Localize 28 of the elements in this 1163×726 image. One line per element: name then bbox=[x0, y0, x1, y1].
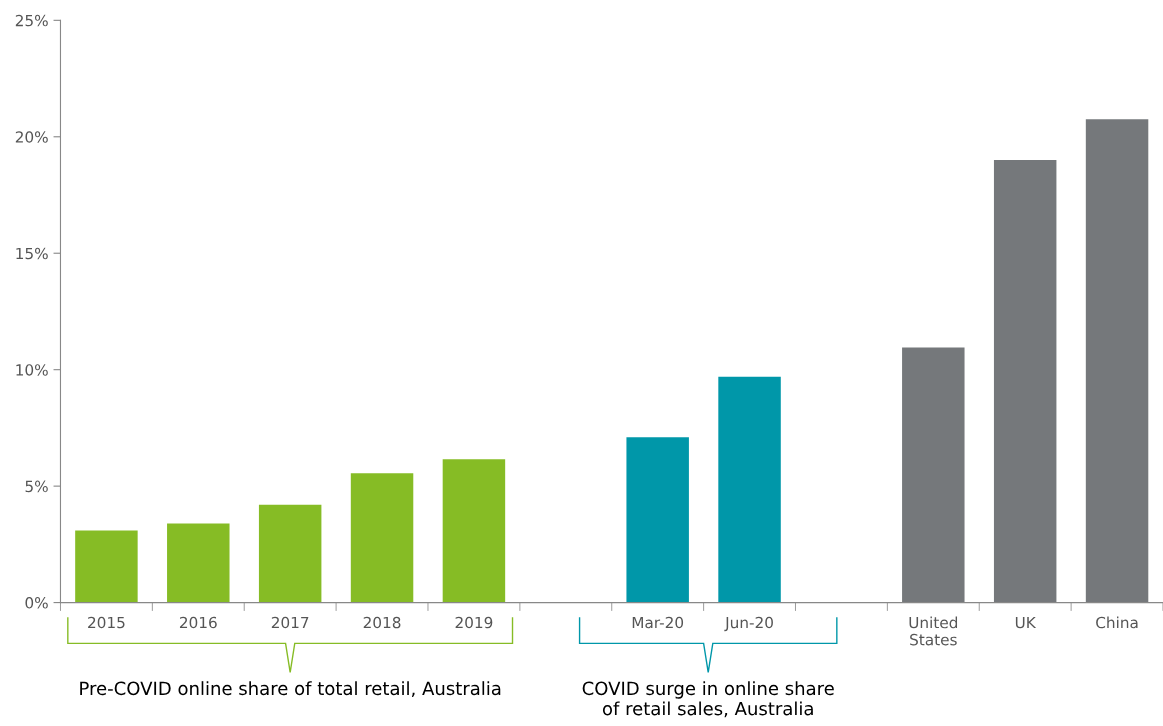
x-tick-label: 2019 bbox=[455, 616, 493, 629]
x-tick-label: United States bbox=[909, 616, 958, 646]
bar bbox=[902, 347, 965, 603]
x-tick-label: 2015 bbox=[88, 616, 125, 629]
y-tick-label: 20% bbox=[15, 131, 48, 143]
x-tick-label: Jun-20 bbox=[724, 616, 773, 632]
bar bbox=[1085, 119, 1149, 603]
bar bbox=[626, 437, 689, 603]
bar bbox=[718, 376, 781, 603]
x-tick-label: 2016 bbox=[179, 616, 217, 629]
text: Pre-COVID online share of total retail, Australia bbox=[80, 681, 501, 697]
bar bbox=[350, 473, 414, 603]
x-tick-label: 2018 bbox=[363, 616, 401, 629]
y-tick-label: 15% bbox=[16, 247, 48, 260]
x-tick-label: UK bbox=[1015, 616, 1037, 629]
y-tick-label: 10% bbox=[16, 364, 48, 376]
x-tick-label: 2017 bbox=[271, 616, 309, 629]
x-tick-label: China bbox=[1096, 616, 1138, 629]
text: COVID surge in online share of retail sales, Australia bbox=[582, 681, 834, 718]
bar bbox=[258, 504, 322, 603]
x-tick-label: Mar-20 bbox=[632, 616, 684, 629]
y-tick-label: 0% bbox=[25, 597, 48, 609]
bar bbox=[75, 530, 138, 603]
bar bbox=[167, 523, 230, 603]
y-tick-label: 25% bbox=[15, 14, 48, 27]
y-tick-label: 5% bbox=[25, 480, 48, 493]
bar bbox=[442, 459, 506, 603]
bar bbox=[993, 160, 1057, 603]
